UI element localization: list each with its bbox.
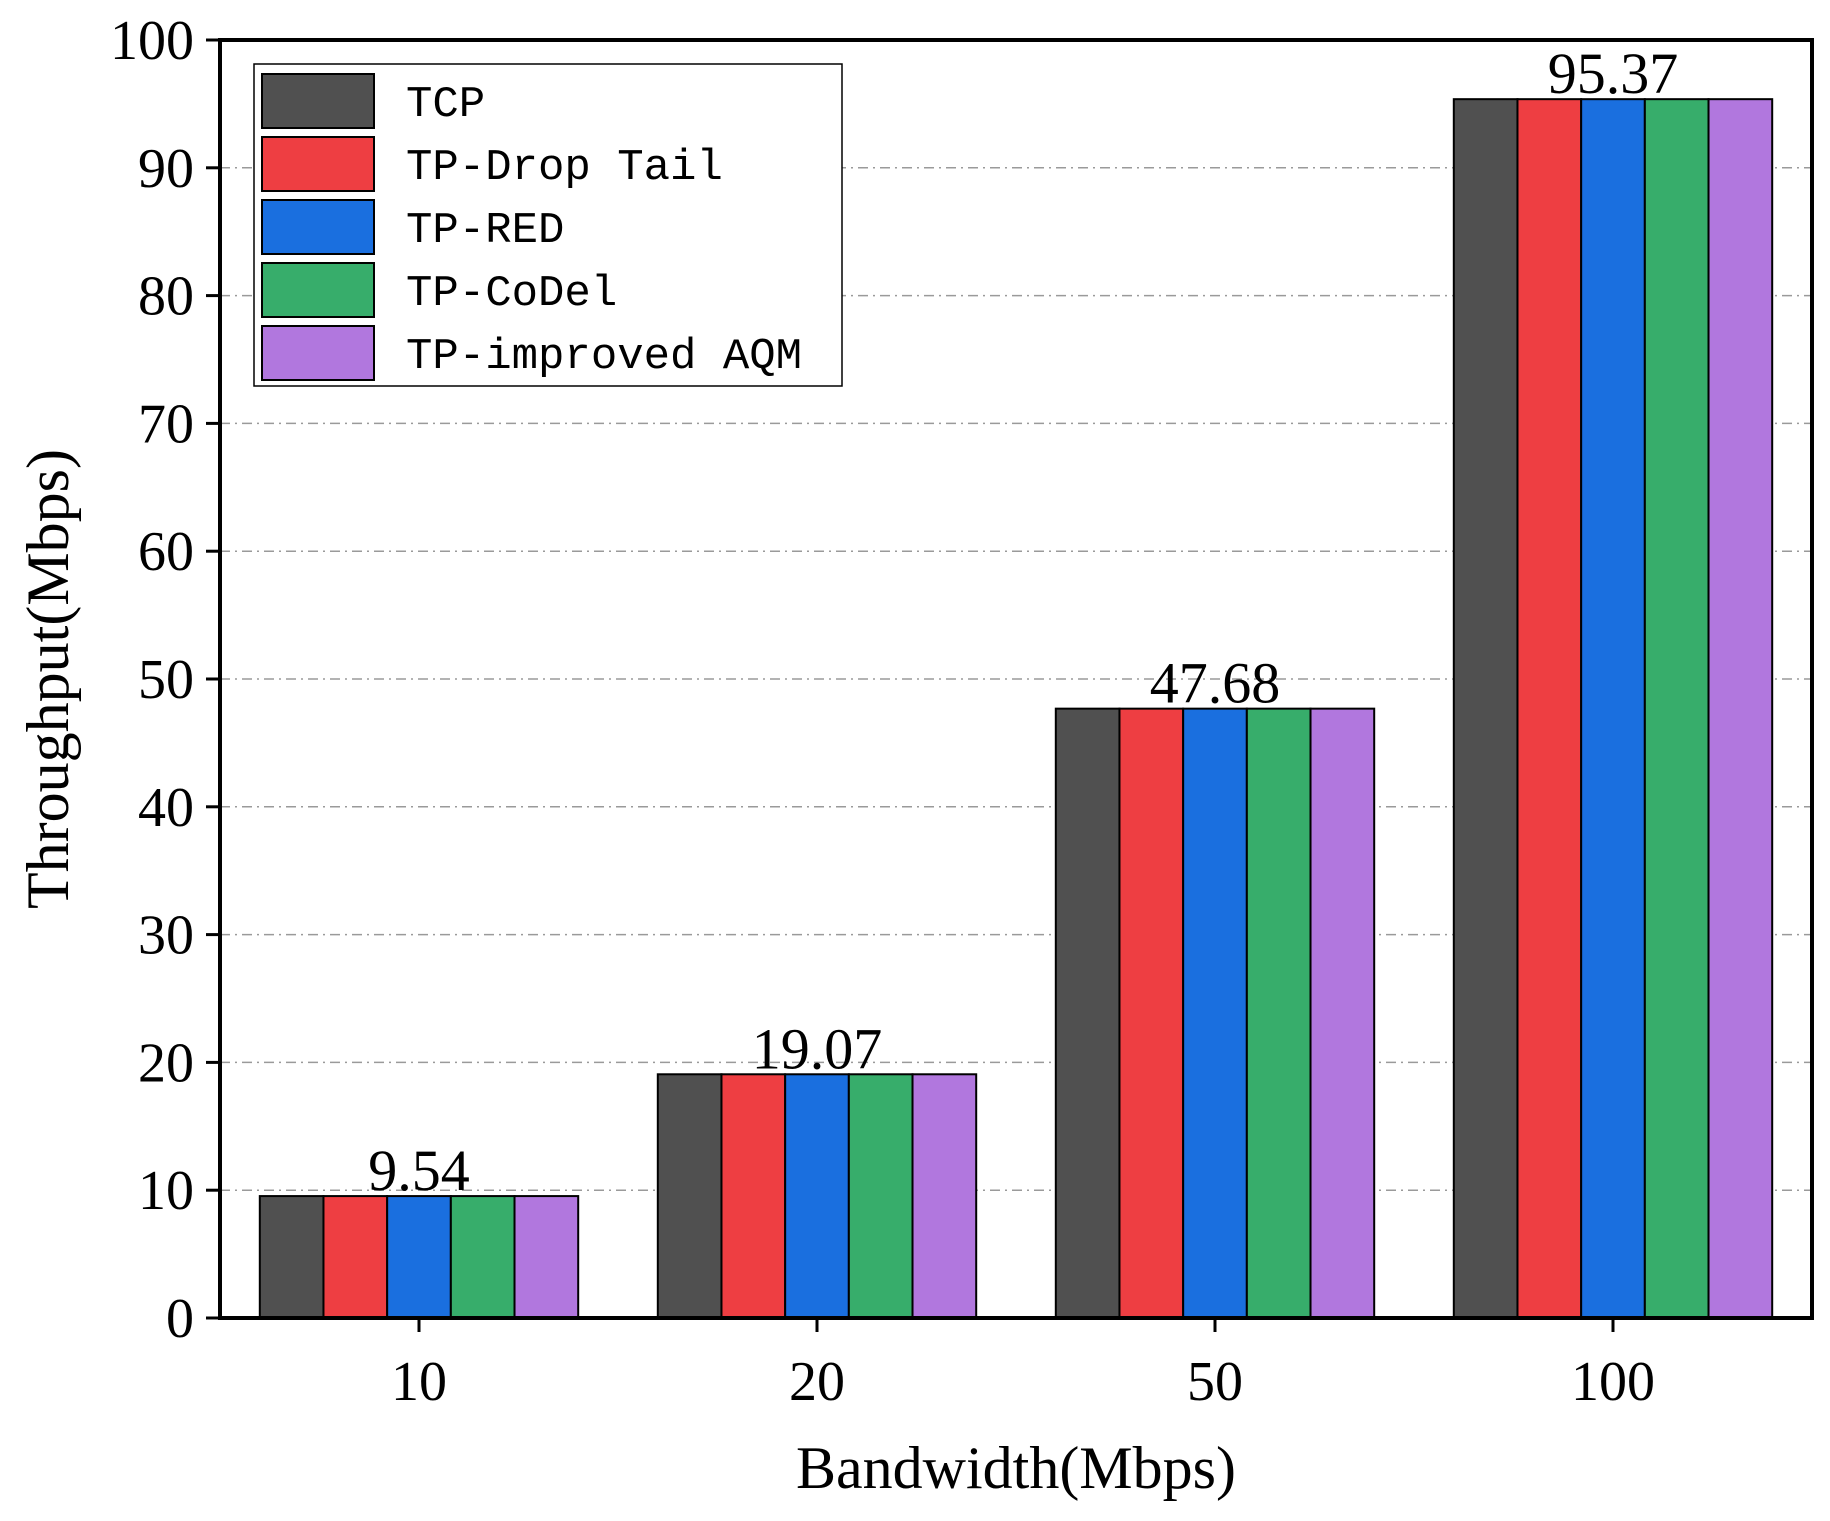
bar-tp-red-100	[1580, 98, 1646, 1320]
legend-swatch	[261, 136, 375, 192]
legend-label: TP-CoDel	[406, 269, 617, 319]
bar-tp-improved-aqm-50	[1309, 707, 1376, 1319]
data-label: 19.07	[752, 1016, 883, 1081]
bar-tp-improved-aqm-20	[911, 1073, 978, 1319]
bar-tp-drop-tail-100	[1516, 98, 1583, 1320]
bar-tp-improved-aqm-10	[513, 1195, 580, 1320]
data-label: 9.54	[368, 1138, 470, 1203]
legend: TCP TP-Drop Tail TP-RED TP-CoDel TP-improved…	[253, 63, 843, 387]
data-labels: 9.54 19.07 47.68 95.37	[368, 41, 1678, 1203]
y-tick-label: 50	[138, 649, 194, 711]
bar-tcp-10	[258, 1195, 325, 1320]
bar-tp-red-50	[1182, 707, 1248, 1319]
x-tick-label: 20	[789, 1351, 845, 1413]
y-tick-label: 70	[138, 393, 194, 455]
data-label: 95.37	[1548, 41, 1679, 106]
legend-label: TP-improved AQM	[406, 332, 802, 382]
bar-tp-codel-100	[1643, 98, 1710, 1320]
legend-label: TP-RED	[406, 206, 564, 256]
bar-tp-codel-50	[1245, 707, 1312, 1319]
bar-tcp-100	[1452, 98, 1519, 1320]
data-label: 47.68	[1150, 651, 1281, 716]
y-tick-label: 40	[138, 777, 194, 839]
y-tick-label: 100	[110, 10, 194, 72]
y-tick-label: 60	[138, 521, 194, 583]
y-tick-label: 90	[138, 138, 194, 200]
y-tick-label: 10	[138, 1160, 194, 1222]
y-tick-label: 0	[166, 1288, 194, 1350]
legend-label: TCP	[406, 80, 485, 130]
y-tick-label: 80	[138, 266, 194, 328]
legend-swatch	[261, 262, 375, 318]
bar-tcp-20	[656, 1073, 723, 1319]
bar-tp-drop-tail-50	[1118, 707, 1185, 1319]
x-axis-ticks: 10 20 50 100	[391, 1318, 1655, 1413]
bar-tp-red-10	[386, 1195, 452, 1320]
x-tick-label: 100	[1571, 1351, 1655, 1413]
bars	[258, 98, 1774, 1320]
legend-label: TP-Drop Tail	[406, 143, 723, 193]
bar-tp-codel-20	[847, 1073, 914, 1319]
bar-tp-red-20	[784, 1073, 850, 1319]
legend-swatch	[261, 199, 375, 255]
legend-swatch	[261, 325, 375, 381]
x-tick-label: 10	[391, 1351, 447, 1413]
y-tick-label: 20	[138, 1032, 194, 1094]
y-axis-ticks: 0 10 20 30 40 50 60 70 80 90 100	[110, 10, 220, 1350]
legend-swatch	[261, 73, 375, 129]
gridlines	[220, 167, 1812, 1191]
bar-tp-improved-aqm-100	[1707, 98, 1774, 1320]
bar-tp-codel-10	[449, 1195, 516, 1320]
x-axis-title: Bandwidth(Mbps)	[796, 1435, 1236, 1501]
y-axis-title: Throughput(Mbps)	[15, 449, 81, 909]
y-tick-label: 30	[138, 905, 194, 967]
bar-tp-drop-tail-20	[720, 1073, 787, 1319]
x-tick-label: 50	[1187, 1351, 1243, 1413]
bar-tcp-50	[1054, 707, 1121, 1319]
bar-tp-drop-tail-10	[322, 1195, 389, 1320]
